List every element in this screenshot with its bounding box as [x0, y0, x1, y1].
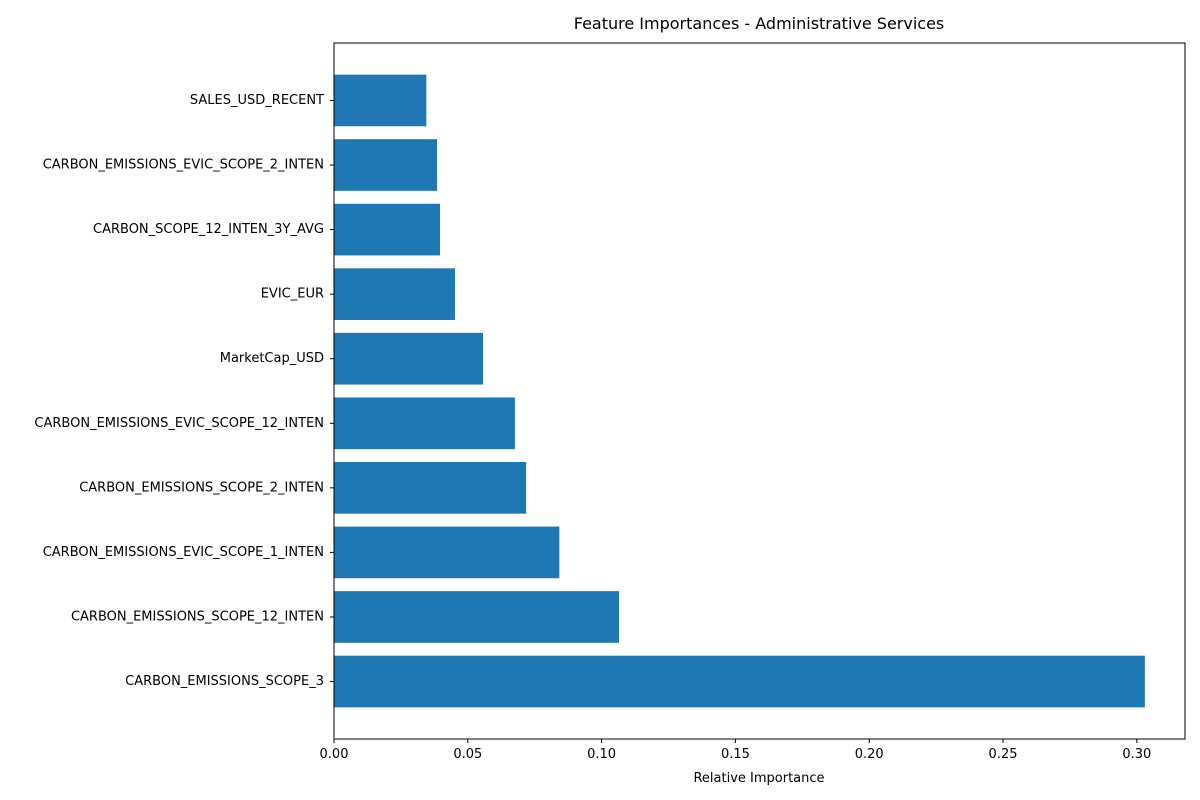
plot-frame	[333, 42, 1186, 740]
y-tick-label: SALES_USD_RECENT	[190, 93, 324, 108]
bar-6	[334, 268, 455, 320]
x-tick-label: 0.10	[587, 747, 616, 762]
x-tick-label: 0.05	[453, 747, 482, 762]
y-axis-ticks: CARBON_EMISSIONS_SCOPE_3 CARBON_EMISSIONS…	[34, 93, 334, 689]
bar-8	[334, 139, 438, 191]
x-tick-label: 0.00	[320, 747, 349, 762]
bar-7	[334, 203, 440, 256]
chart-title: Feature Importances - Administrative Ser…	[574, 14, 945, 33]
bar-1	[334, 591, 620, 643]
y-tick-label: EVIC_EUR	[261, 287, 324, 302]
y-tick-label: MarketCap_USD	[220, 351, 324, 366]
x-tick-label: 0.25	[989, 747, 1018, 762]
bar-9	[334, 74, 427, 127]
y-tick-label: CARBON_EMISSIONS_SCOPE_3	[125, 674, 324, 689]
x-tick-label: 0.15	[721, 747, 750, 762]
x-axis-label: Relative Importance	[693, 771, 824, 786]
x-axis-ticks: 0.00 0.05 0.10 0.15 0.20 0.25 0.30	[320, 739, 1151, 762]
y-tick-label: CARBON_EMISSIONS_SCOPE_12_INTEN	[71, 609, 324, 624]
bars-layer	[334, 74, 1145, 708]
y-tick-label: CARBON_EMISSIONS_EVIC_SCOPE_1_INTEN	[43, 545, 324, 560]
y-tick-label: CARBON_SCOPE_12_INTEN_3Y_AVG	[93, 222, 324, 237]
bar-3	[334, 462, 527, 514]
bar-0	[334, 655, 1145, 708]
y-tick-label: CARBON_EMISSIONS_SCOPE_2_INTEN	[79, 480, 324, 495]
y-tick-label: CARBON_EMISSIONS_EVIC_SCOPE_12_INTEN	[34, 416, 324, 431]
x-tick-label: 0.30	[1122, 747, 1151, 762]
bar-4	[334, 397, 515, 450]
y-tick-label: CARBON_EMISSIONS_EVIC_SCOPE_2_INTEN	[43, 158, 324, 173]
x-tick-label: 0.20	[855, 747, 884, 762]
bar-2	[334, 526, 560, 579]
bar-5	[334, 332, 484, 385]
